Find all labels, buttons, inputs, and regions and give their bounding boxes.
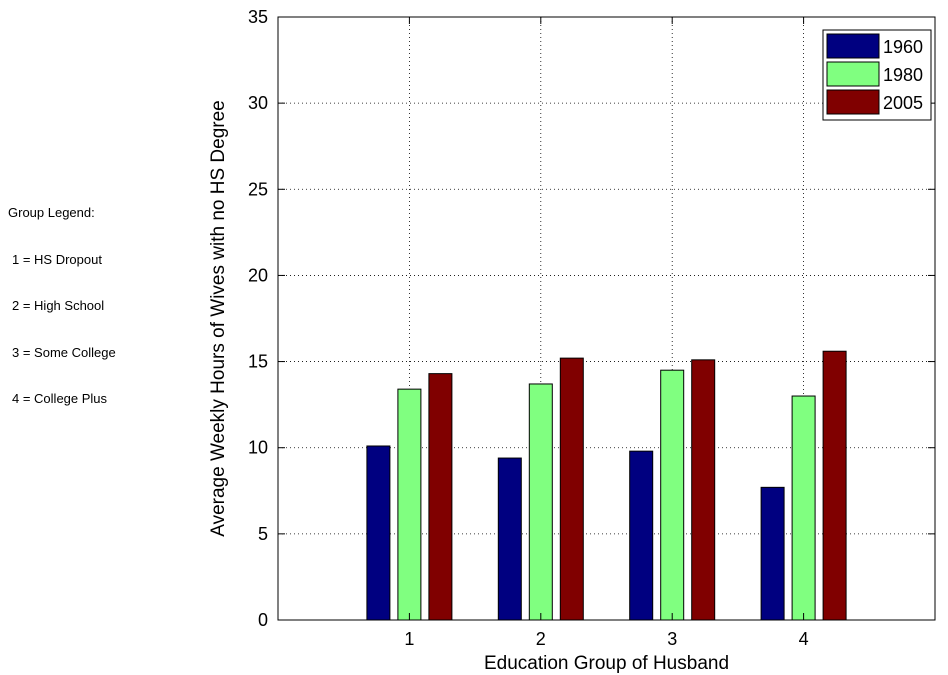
x-tick-label-3: 3 bbox=[667, 629, 677, 649]
y-tick-label-15: 15 bbox=[248, 352, 268, 372]
group-legend-item-1: 1 = HS Dropout bbox=[12, 251, 102, 267]
y-tick-label-10: 10 bbox=[248, 438, 268, 458]
group-legend-item-2: 2 = High School bbox=[12, 298, 105, 313]
bar-1960-3 bbox=[629, 450, 654, 621]
legend-swatch-1980 bbox=[826, 61, 880, 87]
bar-2005-1 bbox=[428, 373, 453, 621]
bar-1980-4 bbox=[791, 395, 816, 621]
y-tick-label-5: 5 bbox=[258, 524, 268, 544]
y-tick-label-35: 35 bbox=[248, 7, 268, 27]
x-tick-label-1: 1 bbox=[404, 629, 414, 649]
grid-lines bbox=[278, 17, 935, 620]
x-axis-title: Education Group of Husband bbox=[484, 653, 729, 674]
tick-labels: 0 5 10 15 20 25 30 35 1 2 3 4 bbox=[248, 7, 809, 649]
y-axis-title: Average Weekly Hours of Wives with no HS… bbox=[208, 100, 229, 536]
bar-1960-1 bbox=[366, 445, 391, 621]
bar-1980-1 bbox=[397, 388, 422, 621]
legend-swatch-1960 bbox=[826, 33, 880, 59]
plot-frame bbox=[277, 16, 936, 621]
legend-label-2005: 2005 bbox=[883, 93, 923, 113]
x-tick-label-4: 4 bbox=[799, 629, 809, 649]
bar-1960-2 bbox=[497, 457, 522, 621]
bar-1960-4 bbox=[760, 486, 785, 621]
bar-2005-3 bbox=[691, 359, 716, 621]
bars bbox=[366, 350, 847, 621]
legend-label-1980: 1980 bbox=[883, 65, 923, 85]
bar-2005-2 bbox=[559, 357, 584, 621]
bar-1980-2 bbox=[528, 383, 553, 621]
legend-label-1960: 1960 bbox=[883, 37, 923, 57]
group-legend-title: Group Legend: bbox=[8, 205, 95, 220]
group-legend: Group Legend: 1 = HS Dropout 2 = High Sc… bbox=[8, 174, 116, 422]
group-legend-item-4: 4 = College Plus bbox=[12, 391, 108, 406]
legend-swatch-2005 bbox=[826, 89, 880, 115]
chart-legend: 1960 1980 2005 bbox=[822, 29, 932, 121]
y-tick-label-30: 30 bbox=[248, 93, 268, 113]
group-legend-item-3: 3 = Some College bbox=[12, 344, 116, 360]
y-tick-label-25: 25 bbox=[248, 179, 268, 199]
x-tick-label-2: 2 bbox=[536, 629, 546, 649]
bar-1980-3 bbox=[660, 369, 685, 621]
bar-2005-4 bbox=[822, 350, 847, 621]
y-tick-label-20: 20 bbox=[248, 265, 268, 285]
y-tick-label-0: 0 bbox=[258, 610, 268, 630]
